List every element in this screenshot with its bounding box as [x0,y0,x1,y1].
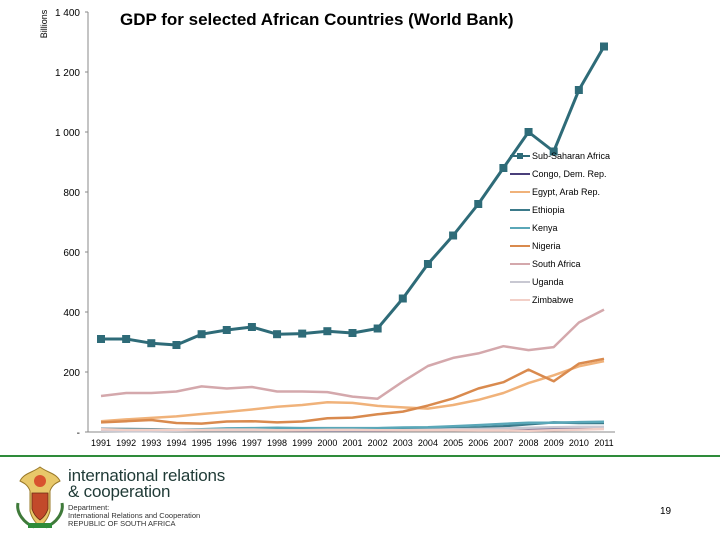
y-tick-label: 200 [63,368,80,379]
data-point [348,329,357,337]
data-point [122,335,131,343]
data-point [273,330,282,339]
x-tick-label: 2011 [594,438,613,448]
data-point [147,339,156,348]
y-tick-label: 800 [63,188,80,199]
data-point [524,128,533,136]
x-tick-label: 1997 [242,438,262,448]
coat-of-arms-logo [16,466,64,529]
data-point [600,42,608,51]
x-tick-label: 1999 [292,438,312,448]
y-tick-label: 1 200 [55,68,80,79]
x-tick-label: 2004 [418,438,438,448]
legend-label: Zimbabwe [532,295,574,305]
data-point [197,330,206,339]
y-ticks: - 200 400 600 800 1 000 1 200 1 400 [55,8,88,439]
series-line [100,359,605,423]
x-tick-label: 1992 [116,438,136,448]
line-chart: Billions - 200 400 600 800 1 000 1 200 1 400 19… [39,8,615,448]
data-point [97,335,105,343]
data-point [574,86,583,94]
organisation-block: international relations & cooperation De… [68,466,225,528]
y-tick-label: 400 [63,308,80,319]
data-point [247,323,256,331]
data-point [398,294,407,303]
data-point [549,147,558,156]
x-ticks: 1991 1992 1993 1994 1995 1996 1997 1998 1999 2000… [91,438,614,448]
data-point [474,200,483,208]
series-line [100,308,605,400]
x-tick-label: 2006 [468,438,488,448]
data-point [449,231,458,240]
country-name: REPUBLIC OF SOUTH AFRICA [68,519,176,528]
page-number: 19 [660,506,672,517]
legend-label: Congo, Dem. Rep. [532,169,607,179]
x-tick-label: 1995 [192,438,212,448]
y-tick-label: - [77,428,80,439]
x-tick-label: 2010 [569,438,589,448]
data-point [172,341,181,349]
legend: Sub-Saharan Africa Congo, Dem. Rep. Egypt,… [510,151,610,305]
legend-label: Uganda [532,277,564,287]
x-tick-label: 2000 [317,438,337,448]
x-tick-label: 2001 [342,438,362,448]
x-tick-label: 2008 [519,438,539,448]
legend-label: Nigeria [532,241,561,251]
y-tick-label: 1 000 [55,128,80,139]
x-tick-label: 2009 [544,438,564,448]
series-markers [97,42,608,349]
data-point [423,260,432,268]
legend-label: Egypt, Arab Rep. [532,187,600,197]
department-block: Department: International Relations and … [68,504,225,528]
footer-divider [0,455,720,457]
x-tick-label: 1994 [166,438,186,448]
department-name: International Relations and Cooperation [68,511,201,520]
x-tick-label: 1998 [267,438,287,448]
y-tick-label: 1 400 [55,8,80,19]
org-name-line1: international relations [68,466,225,485]
x-tick-label: 1996 [217,438,237,448]
x-tick-label: 1993 [141,438,161,448]
data-point [499,164,508,172]
x-tick-label: 2002 [368,438,388,448]
legend-label: Ethiopia [532,205,565,215]
legend-label: South Africa [532,259,581,269]
data-point [298,329,307,338]
data-point [373,324,382,333]
series-lines [100,45,606,433]
department-label: Department: [68,503,110,512]
x-tick-label: 1991 [91,438,111,448]
series-line [100,357,605,425]
x-tick-label: 2003 [393,438,413,448]
data-point [323,327,332,336]
legend-label: Kenya [532,223,558,233]
y-tick-label: 600 [63,248,80,259]
x-tick-label: 2007 [493,438,513,448]
x-tick-label: 2005 [443,438,463,448]
org-name-line2: & cooperation [68,482,171,501]
series-line [100,427,605,433]
y-axis-label: Billions [39,9,49,38]
chart-title: GDP for selected African Countries (Worl… [120,10,514,29]
legend-label: Sub-Saharan Africa [532,151,610,161]
legend-marker [517,153,523,159]
data-point [222,326,231,334]
